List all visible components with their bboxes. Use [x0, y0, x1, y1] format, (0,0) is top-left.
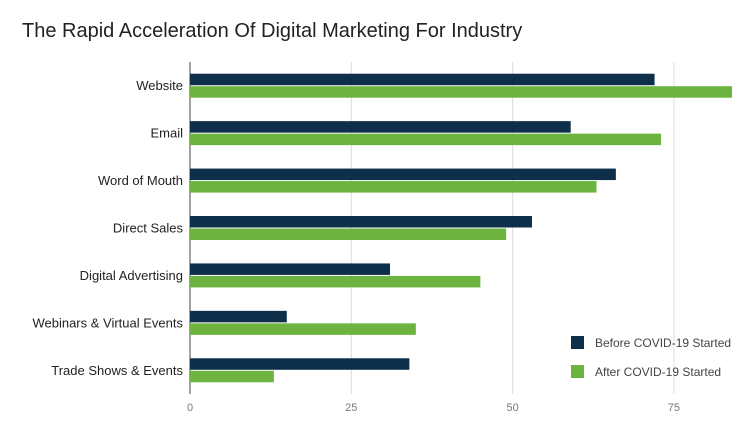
bar-before-3: [190, 216, 532, 228]
category-label-1: Email: [150, 126, 183, 141]
bar-before-0: [190, 73, 655, 86]
category-label-2: Word of Mouth: [98, 173, 183, 188]
x-tick-label-50: 50: [506, 402, 518, 414]
bar-before-5: [190, 310, 287, 323]
bar-after-6: [190, 370, 274, 383]
bar-after-5: [190, 323, 416, 335]
bar-before-6: [190, 358, 410, 370]
bar-after-2: [190, 181, 597, 193]
bar-after-3: [190, 228, 507, 240]
bar-after-0: [190, 86, 732, 98]
bar-after-1: [190, 133, 662, 146]
bar-before-2: [190, 168, 616, 181]
legend-label-1: After COVID-19 Started: [595, 365, 721, 379]
bar-before-4: [190, 263, 391, 275]
category-label-4: Digital Advertising: [80, 268, 183, 283]
x-tick-label-75: 75: [668, 402, 680, 414]
category-label-0: Website: [136, 78, 183, 93]
category-label-5: Webinars & Virtual Events: [32, 315, 183, 330]
legend-swatch-1: [571, 365, 584, 378]
bar-after-4: [190, 275, 481, 288]
legend-swatch-0: [571, 336, 584, 349]
x-tick-label-0: 0: [187, 402, 193, 414]
category-label-6: Trade Shows & Events: [51, 363, 183, 378]
legend-label-0: Before COVID-19 Started: [595, 336, 731, 350]
bar-before-1: [190, 121, 571, 133]
category-label-3: Direct Sales: [113, 221, 184, 236]
chart-title: The Rapid Acceleration Of Digital Market…: [22, 20, 523, 42]
x-tick-label-25: 25: [345, 402, 357, 414]
